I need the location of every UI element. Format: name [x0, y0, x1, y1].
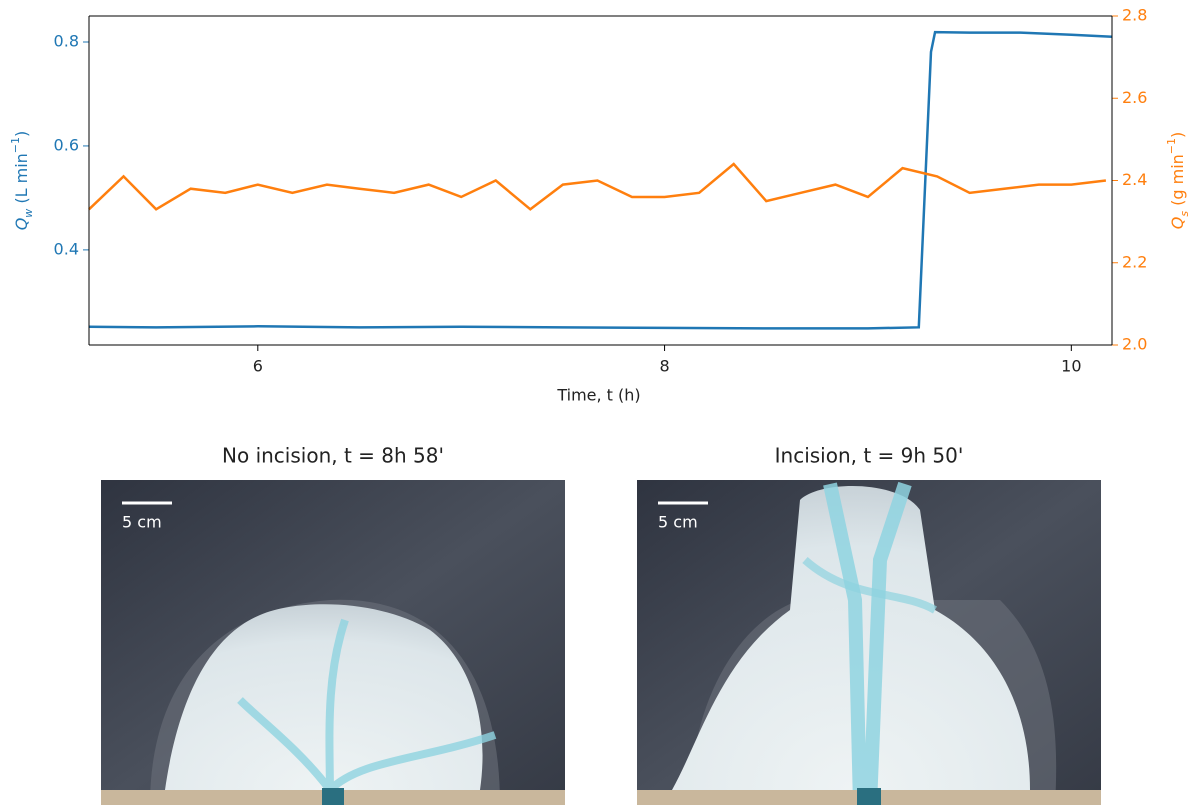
x-tick-label: 10	[1061, 357, 1081, 376]
photo-no-incision	[101, 480, 565, 805]
x-axis-label: Time, t (h)	[556, 386, 640, 405]
y-tick-label: 0.4	[54, 239, 79, 258]
axis-label-part: Q	[12, 218, 31, 231]
x-tick-label: 6	[253, 357, 263, 376]
y-axis-label: Qs (g min−1)	[1165, 132, 1191, 230]
axis-label-part: w	[22, 209, 35, 218]
panel-title: Incision, t = 9h 50'	[775, 444, 964, 468]
axis-label-part: (g min	[1168, 154, 1187, 211]
panel-title: No incision, t = 8h 58'	[222, 444, 444, 468]
scale-bar-label: 5 cm	[658, 513, 698, 532]
axis-label-part: s	[1178, 211, 1191, 217]
data-line	[88, 30, 1113, 330]
axis-label-part: (L min	[12, 153, 31, 209]
y-tick-label: 0.8	[54, 31, 79, 50]
y-tick-label: 0.6	[54, 135, 79, 154]
axis-label-part: )	[12, 131, 31, 137]
y-axis-label: Qw (L min−1)	[9, 131, 35, 231]
axis-label-part: −1	[9, 137, 22, 153]
y2-tick-label: 2.2	[1122, 252, 1147, 271]
scale-bar-label: 5 cm	[122, 513, 162, 532]
y2-tick-label: 2.8	[1122, 6, 1147, 25]
photo-incision	[637, 480, 1101, 805]
axis-label-part: Q	[1168, 217, 1187, 230]
y2-tick-label: 2.6	[1122, 88, 1147, 107]
y2-tick-label: 2.4	[1122, 170, 1147, 189]
axis-label-part: )	[1168, 132, 1187, 138]
y2-tick-label: 2.0	[1122, 335, 1147, 354]
axis-label-part: −1	[1165, 138, 1178, 154]
x-tick-label: 8	[659, 357, 669, 376]
data-line	[88, 162, 1107, 211]
